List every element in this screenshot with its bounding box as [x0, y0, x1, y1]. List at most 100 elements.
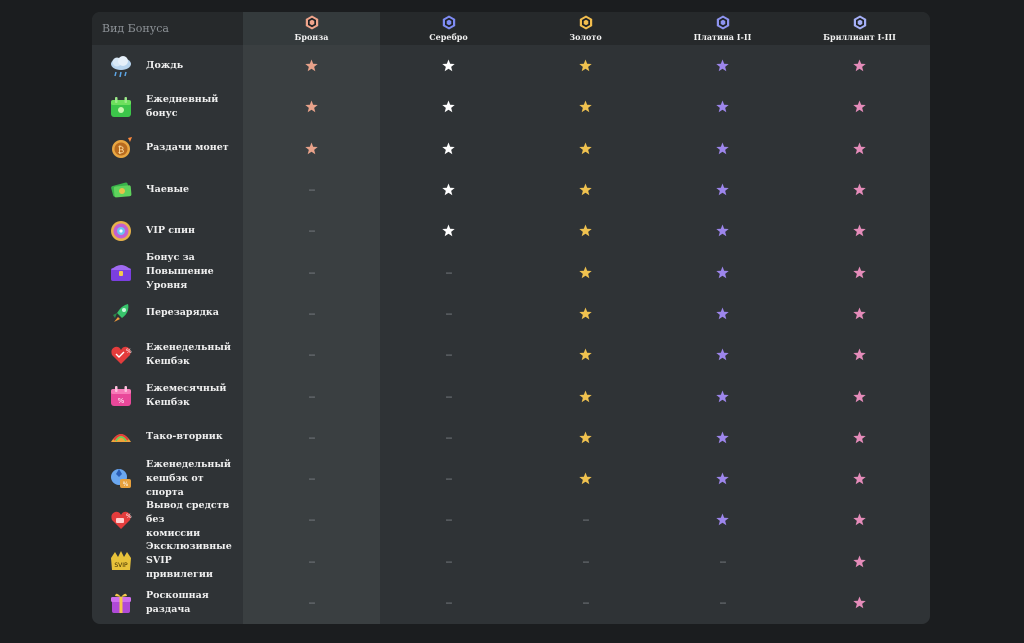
- cell-diamond: [791, 293, 928, 334]
- vip-spin-icon: [111, 220, 131, 241]
- star-icon: [305, 100, 318, 113]
- cell-diamond: [791, 210, 928, 251]
- star-icon: [579, 472, 592, 485]
- rain-cloud-icon: [111, 55, 131, 77]
- not-available-dash: --: [582, 596, 590, 610]
- cell-silver: --: [380, 417, 517, 458]
- star-icon: [579, 390, 592, 402]
- cell-diamond: [791, 252, 928, 293]
- not-available-dash: --: [308, 183, 316, 197]
- star-icon: [579, 431, 592, 444]
- cell-gold: [517, 334, 654, 375]
- cell-gold: [517, 417, 654, 458]
- bonus-label: Перезарядка: [146, 307, 219, 319]
- star-icon: [853, 142, 866, 154]
- bonus-row: % Еженедельный Кешбэк -- --: [92, 334, 930, 375]
- star-icon: [853, 183, 866, 196]
- daily-bonus-icon: [111, 96, 131, 117]
- cell-diamond: [791, 128, 928, 169]
- bronze-tier-icon: [305, 15, 318, 30]
- cell-bronze: --: [243, 252, 380, 293]
- cell-silver: --: [380, 499, 517, 540]
- cell-gold: --: [517, 541, 654, 582]
- cell-bronze: --: [243, 417, 380, 458]
- cell-silver: [380, 86, 517, 127]
- bonus-label: Еженедельный Кешбэк: [146, 341, 231, 367]
- cell-silver: --: [380, 252, 517, 293]
- star-icon: [579, 59, 592, 72]
- not-available-dash: --: [445, 472, 453, 486]
- cell-platinum: [654, 417, 791, 458]
- star-icon: [442, 142, 455, 154]
- star-icon: [716, 183, 729, 196]
- cell-silver: [380, 45, 517, 86]
- platinum-tier-icon: [716, 15, 729, 30]
- star-icon: [716, 59, 729, 72]
- cell-diamond: [791, 417, 928, 458]
- recharge-rocket-icon: [113, 304, 129, 323]
- cell-gold: [517, 86, 654, 127]
- cell-platinum: [654, 293, 791, 334]
- cell-bronze: --: [243, 375, 380, 416]
- cell-silver: [380, 169, 517, 210]
- bonus-label: Раздачи монет: [146, 142, 229, 154]
- not-available-dash: --: [308, 554, 316, 568]
- bonus-row: % Ежемесячный Кешбэк -- --: [92, 375, 930, 416]
- weekly-cashback-icon: %: [111, 346, 132, 364]
- not-available-dash: --: [308, 265, 316, 279]
- tier-name-platinum: Платина I-II: [693, 32, 752, 42]
- tier-name-silver: Серебро: [429, 32, 468, 42]
- cell-gold: [517, 252, 654, 293]
- star-icon: [579, 348, 592, 361]
- bonus-row: % Вывод средств без комиссии -- -- --: [92, 499, 930, 540]
- star-icon: [579, 100, 592, 113]
- star-icon: [579, 224, 592, 237]
- bonus-label: Эксклюзивные SVIP привилегии: [146, 541, 232, 581]
- tier-header-bronze: Бронза: [243, 12, 380, 45]
- not-available-dash: --: [445, 554, 453, 568]
- cell-gold: [517, 458, 654, 499]
- cell-platinum: [654, 334, 791, 375]
- cell-bronze: --: [243, 582, 380, 623]
- svg-text:%: %: [126, 513, 132, 520]
- cell-platinum: --: [654, 541, 791, 582]
- cell-silver: --: [380, 541, 517, 582]
- star-icon: [716, 307, 729, 320]
- tier-header-silver: Серебро: [380, 12, 517, 45]
- star-icon: [853, 307, 866, 320]
- bonus-row: Роскошная раздача -- -- -- --: [92, 582, 930, 623]
- star-icon: [442, 100, 455, 113]
- bonus-row: Бонус за Повышение Уровня -- --: [92, 252, 930, 293]
- bonus-label: Дождь: [146, 59, 184, 71]
- svg-text:%: %: [118, 397, 125, 405]
- cell-bronze: --: [243, 499, 380, 540]
- tier-name-diamond: Бриллиант I-III: [823, 32, 896, 42]
- star-icon: [442, 224, 455, 237]
- level-up-chest-icon: [111, 265, 131, 282]
- cell-silver: --: [380, 334, 517, 375]
- monthly-cashback-icon: %: [111, 386, 131, 407]
- not-available-dash: --: [445, 306, 453, 320]
- star-icon: [716, 390, 729, 402]
- star-icon: [305, 59, 318, 72]
- cell-bronze: --: [243, 458, 380, 499]
- star-icon: [853, 224, 866, 237]
- star-icon: [853, 59, 866, 72]
- not-available-dash: --: [308, 472, 316, 486]
- bonus-label: Чаевые: [146, 183, 190, 195]
- star-icon: [853, 431, 866, 444]
- bonus-row: ₿ Раздачи монет: [92, 128, 930, 169]
- cell-diamond: [791, 334, 928, 375]
- coin-drop-icon: ₿: [112, 137, 132, 159]
- bonus-row: Ежедневный бонус: [92, 86, 930, 127]
- not-available-dash: --: [308, 596, 316, 610]
- cell-diamond: [791, 541, 928, 582]
- star-icon: [853, 513, 866, 526]
- tier-header-diamond: Бриллиант I-III: [791, 12, 928, 45]
- cell-diamond: [791, 86, 928, 127]
- cell-gold: [517, 169, 654, 210]
- silver-tier-icon: [442, 15, 455, 30]
- not-available-dash: --: [308, 224, 316, 238]
- not-available-dash: --: [445, 513, 453, 527]
- cell-platinum: [654, 210, 791, 251]
